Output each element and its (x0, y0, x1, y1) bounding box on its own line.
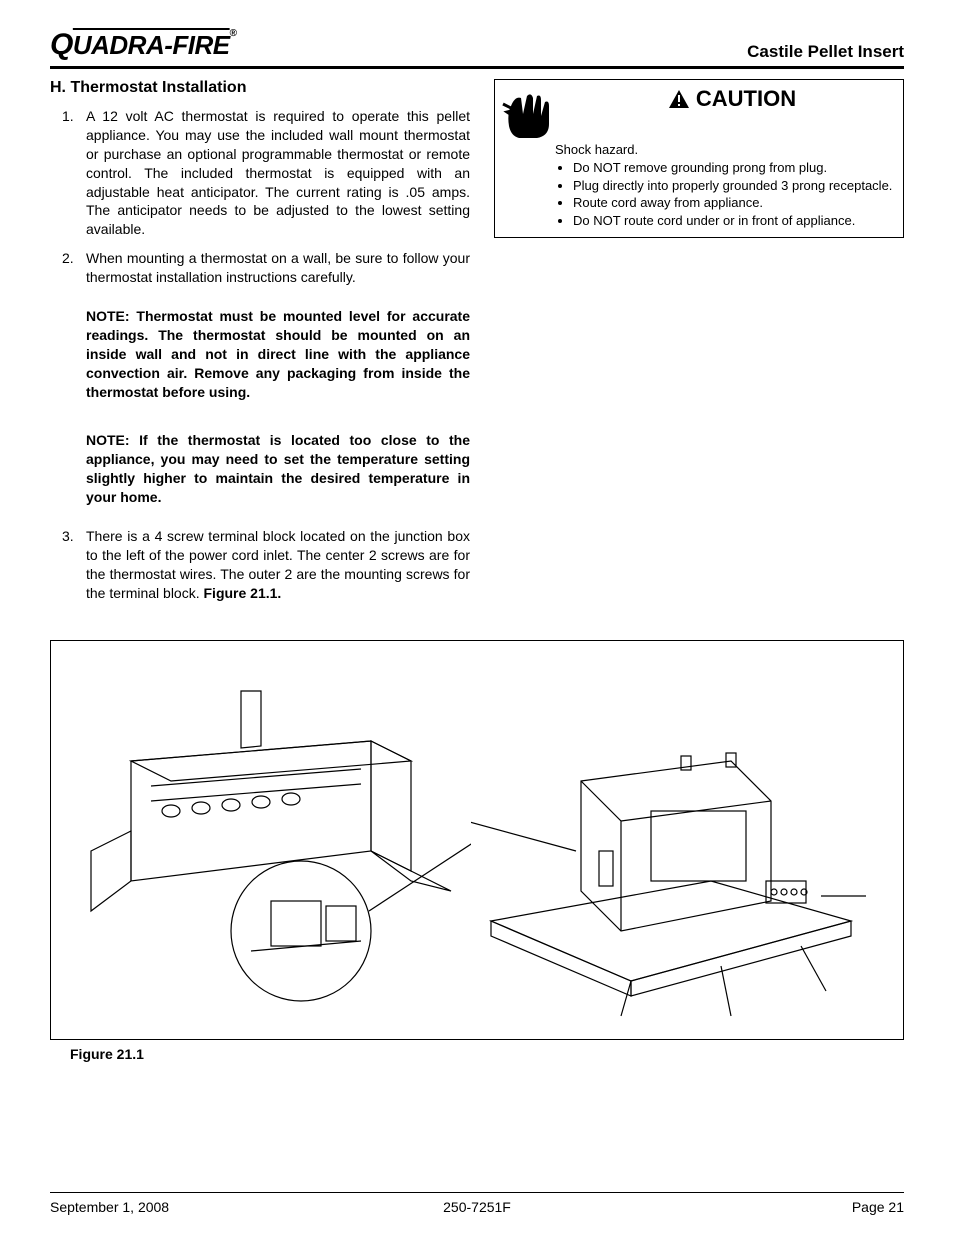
figure-area: Figure 21.1 (50, 640, 904, 1062)
shock-hand-icon (501, 86, 561, 142)
footer-page: Page 21 (852, 1199, 904, 1215)
left-column: H. Thermostat Installation 1. A 12 volt … (50, 79, 470, 613)
caution-subhead: Shock hazard. (501, 142, 897, 157)
caution-bullet: Do NOT remove grounding prong from plug. (573, 159, 897, 177)
content-columns: H. Thermostat Installation 1. A 12 volt … (50, 79, 904, 613)
list-number: 3. (50, 527, 86, 603)
footer-docnum: 250-7251F (443, 1199, 511, 1215)
list-text: A 12 volt AC thermostat is required to o… (86, 107, 470, 239)
list-text: There is a 4 screw terminal block locate… (86, 527, 470, 603)
caution-header: CAUTION (501, 86, 897, 142)
brand-logo: QUADRA-FIRE® (50, 28, 236, 62)
note-text: NOTE: Thermostat must be mounted level f… (86, 307, 470, 401)
caution-bullet: Plug directly into properly grounded 3 p… (573, 177, 897, 195)
caution-bullet-list: Do NOT remove grounding prong from plug.… (501, 159, 897, 229)
page-header: QUADRA-FIRE® Castile Pellet Insert (50, 28, 904, 69)
junction-box-detail (471, 721, 871, 1021)
right-column: CAUTION Shock hazard. Do NOT remove grou… (494, 79, 904, 613)
figure-box (50, 640, 904, 1040)
list-item-2: 2. When mounting a thermostat on a wall,… (50, 249, 470, 287)
list-item-1: 1. A 12 volt AC thermostat is required t… (50, 107, 470, 239)
list-number: 2. (50, 249, 86, 287)
list-text: When mounting a thermostat on a wall, be… (86, 249, 470, 287)
warning-triangle-icon (668, 89, 690, 109)
figure-caption: Figure 21.1 (50, 1046, 904, 1062)
caution-title: CAUTION (567, 86, 897, 112)
figure-reference: Figure 21.1. (204, 585, 282, 601)
brand-text: UADRA-FIRE (73, 30, 230, 60)
list-number: 1. (50, 107, 86, 239)
section-heading: H. Thermostat Installation (50, 79, 470, 97)
note-text: NOTE: If the thermostat is located too c… (86, 431, 470, 507)
caution-bullet: Route cord away from appliance. (573, 194, 897, 212)
note-block-1: NOTE: Thermostat must be mounted level f… (50, 297, 470, 411)
note-block-2: NOTE: If the thermostat is located too c… (50, 421, 470, 517)
caution-box: CAUTION Shock hazard. Do NOT remove grou… (494, 79, 904, 238)
caution-bullet: Do NOT route cord under or in front of a… (573, 212, 897, 230)
page-footer: September 1, 2008 250-7251F Page 21 (50, 1192, 904, 1215)
product-name: Castile Pellet Insert (747, 42, 904, 62)
appliance-diagram-left (71, 651, 471, 1031)
list-item-3: 3. There is a 4 screw terminal block loc… (50, 527, 470, 603)
footer-date: September 1, 2008 (50, 1199, 169, 1215)
